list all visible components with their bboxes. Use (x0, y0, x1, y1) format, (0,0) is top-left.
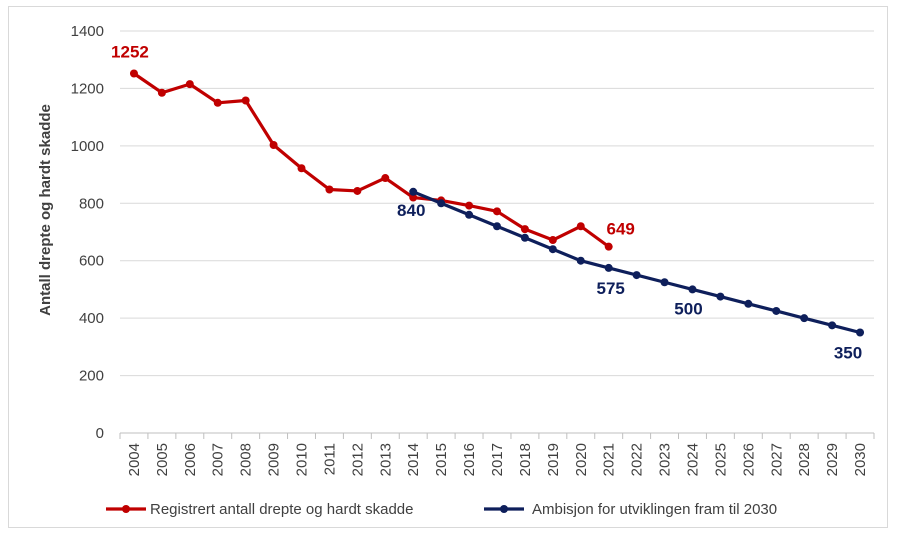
data-point (576, 256, 585, 265)
legend-swatch-marker (500, 505, 508, 513)
data-point (157, 88, 166, 97)
y-tick-label: 1000 (71, 138, 104, 155)
data-point (800, 314, 809, 323)
legend-label: Ambisjon for utviklingen fram til 2030 (532, 501, 777, 518)
x-tick-label: 2027 (768, 443, 785, 476)
data-point (269, 140, 278, 149)
y-tick-label: 1200 (71, 80, 104, 97)
data-point (213, 98, 222, 107)
data-point (688, 285, 697, 294)
x-tick-label: 2024 (684, 443, 701, 476)
gridlines (120, 30, 874, 434)
data-label: 575 (597, 279, 625, 298)
data-point (129, 69, 138, 78)
data-point (520, 225, 529, 234)
data-point (520, 233, 529, 242)
data-point (772, 306, 781, 315)
x-tick-label: 2006 (182, 443, 199, 476)
x-tick-label: 2012 (349, 443, 366, 476)
x-tick-label: 2028 (796, 443, 813, 476)
data-label: 500 (674, 299, 702, 318)
x-tick-label: 2010 (294, 443, 311, 476)
x-tick-label: 2019 (545, 443, 562, 476)
x-tick-label: 2015 (433, 443, 450, 476)
y-tick-label: 0 (96, 425, 104, 442)
data-point (353, 186, 362, 195)
y-tick-label: 800 (79, 195, 104, 212)
legend-label: Registrert antall drepte og hardt skadde (150, 501, 414, 518)
chart-frame (8, 6, 888, 528)
x-axis-ticks: 2004 2005 2006 2007 2008 2009 2010 2011 2012 2013… (119, 433, 875, 476)
data-point (828, 321, 837, 330)
data-point (548, 245, 557, 254)
x-tick-label: 2011 (321, 443, 338, 475)
x-tick-label: 2022 (629, 443, 646, 476)
x-tick-label: 2008 (238, 443, 255, 476)
data-label: 1252 (111, 42, 149, 61)
data-point (660, 278, 669, 287)
series-line-1 (412, 190, 861, 335)
data-point (241, 96, 250, 105)
data-label: 350 (834, 344, 862, 363)
data-label: 840 (397, 201, 425, 220)
x-tick-label: 2004 (126, 443, 143, 476)
data-point (604, 242, 613, 251)
x-tick-label: 2025 (712, 443, 729, 476)
series-lines (129, 69, 865, 337)
y-axis-label: Antall drepte og hardt skadde (37, 104, 54, 316)
data-labels: 1252 649 840 575 500 350 (111, 42, 862, 362)
y-tick-label: 600 (79, 253, 104, 270)
data-point (604, 263, 613, 272)
legend-swatch-marker (122, 505, 130, 513)
x-tick-label: 2023 (657, 443, 674, 476)
x-tick-label: 2029 (824, 443, 841, 476)
legend: Registrert antall drepte og hardt skadde… (106, 501, 777, 518)
data-point (409, 187, 418, 196)
x-tick-label: 2018 (517, 443, 534, 476)
data-point (465, 210, 474, 219)
data-point (716, 292, 725, 301)
data-point (576, 222, 585, 231)
y-tick-label: 400 (79, 310, 104, 327)
y-tick-label: 200 (79, 368, 104, 385)
x-tick-label: 2014 (405, 443, 422, 476)
data-point (185, 80, 194, 89)
series-line-0 (133, 72, 610, 248)
x-tick-label: 2009 (266, 443, 283, 476)
x-tick-label: 2016 (461, 443, 478, 476)
data-point (409, 193, 418, 202)
data-point (744, 299, 753, 308)
x-tick-label: 2017 (489, 443, 506, 476)
data-label: 649 (607, 220, 635, 239)
y-axis-ticks: 0 200 400 600 800 1000 1200 1400 (71, 23, 104, 442)
y-tick-label: 1400 (71, 23, 104, 40)
data-point (632, 271, 641, 280)
data-point (493, 207, 501, 216)
x-tick-label: 2005 (154, 443, 171, 476)
x-tick-label: 2030 (852, 443, 869, 476)
x-tick-label: 2026 (740, 443, 757, 476)
x-tick-label: 2021 (601, 443, 618, 476)
data-point (437, 199, 446, 208)
data-point (548, 236, 557, 245)
data-point (381, 174, 390, 183)
data-point (325, 185, 334, 194)
data-point (297, 164, 306, 173)
data-point (856, 328, 865, 337)
data-point (493, 222, 501, 231)
data-point (465, 201, 474, 210)
x-tick-label: 2013 (377, 443, 394, 476)
x-tick-label: 2007 (210, 443, 227, 476)
x-tick-label: 2020 (573, 443, 590, 476)
